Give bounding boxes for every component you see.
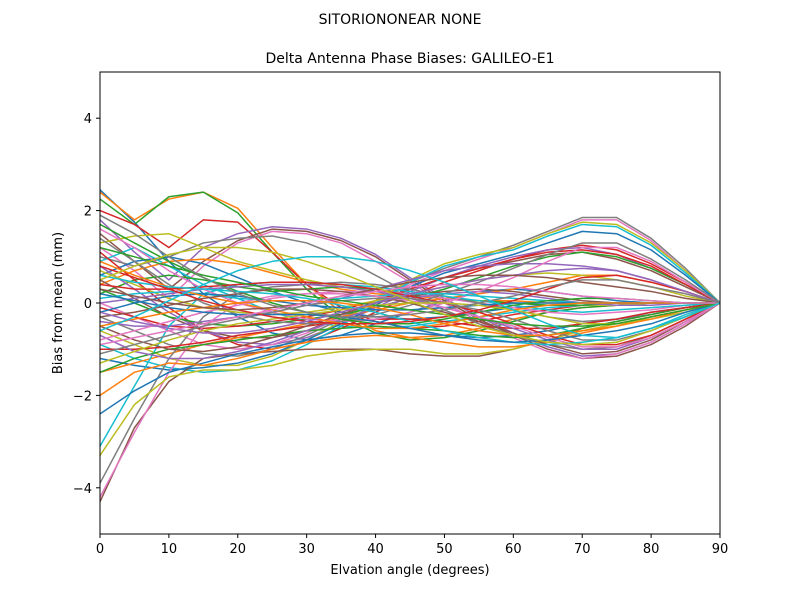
series-line-55 bbox=[100, 267, 720, 334]
x-tick-label: 50 bbox=[436, 542, 453, 557]
series-line-57 bbox=[100, 283, 720, 346]
series-line-60 bbox=[100, 256, 720, 339]
figure-suptitle: SITORIONONEAR NONE bbox=[319, 12, 482, 28]
y-tick-label: 0 bbox=[84, 297, 92, 312]
series-line-56 bbox=[100, 274, 720, 311]
x-tick-label: 60 bbox=[505, 542, 522, 557]
y-tick-label: −4 bbox=[73, 482, 92, 497]
x-axis: 0 10 20 30 40 50 60 70 80 90 bbox=[96, 534, 728, 557]
series-line-54 bbox=[100, 265, 720, 325]
series-layer bbox=[100, 189, 720, 502]
x-tick-label: 10 bbox=[161, 542, 178, 557]
series-line-48 bbox=[100, 297, 720, 355]
y-tick-label: −2 bbox=[73, 389, 92, 404]
chart-title: Delta Antenna Phase Biases: GALILEO-E1 bbox=[265, 51, 554, 67]
x-tick-label: 0 bbox=[96, 542, 104, 557]
series-line-34 bbox=[100, 302, 720, 350]
x-tick-label: 90 bbox=[712, 542, 729, 557]
x-axis-label: Elvation angle (degrees) bbox=[330, 563, 489, 578]
x-tick-label: 70 bbox=[574, 542, 591, 557]
x-tick-label: 40 bbox=[367, 542, 384, 557]
series-line-51 bbox=[100, 293, 720, 344]
y-tick-label: 2 bbox=[84, 205, 92, 220]
x-tick-label: 20 bbox=[230, 542, 247, 557]
y-axis-label: Bias from mean (mm) bbox=[51, 232, 66, 374]
y-tick-label: 4 bbox=[84, 112, 92, 127]
series-line-58 bbox=[100, 214, 720, 318]
y-axis: −4 −2 0 2 4 bbox=[73, 112, 100, 497]
series-line-38 bbox=[100, 237, 720, 325]
series-line-44 bbox=[100, 281, 720, 346]
x-tick-label: 80 bbox=[643, 542, 660, 557]
x-tick-label: 30 bbox=[298, 542, 315, 557]
series-line-59 bbox=[100, 246, 720, 346]
series-line-53 bbox=[100, 246, 720, 327]
